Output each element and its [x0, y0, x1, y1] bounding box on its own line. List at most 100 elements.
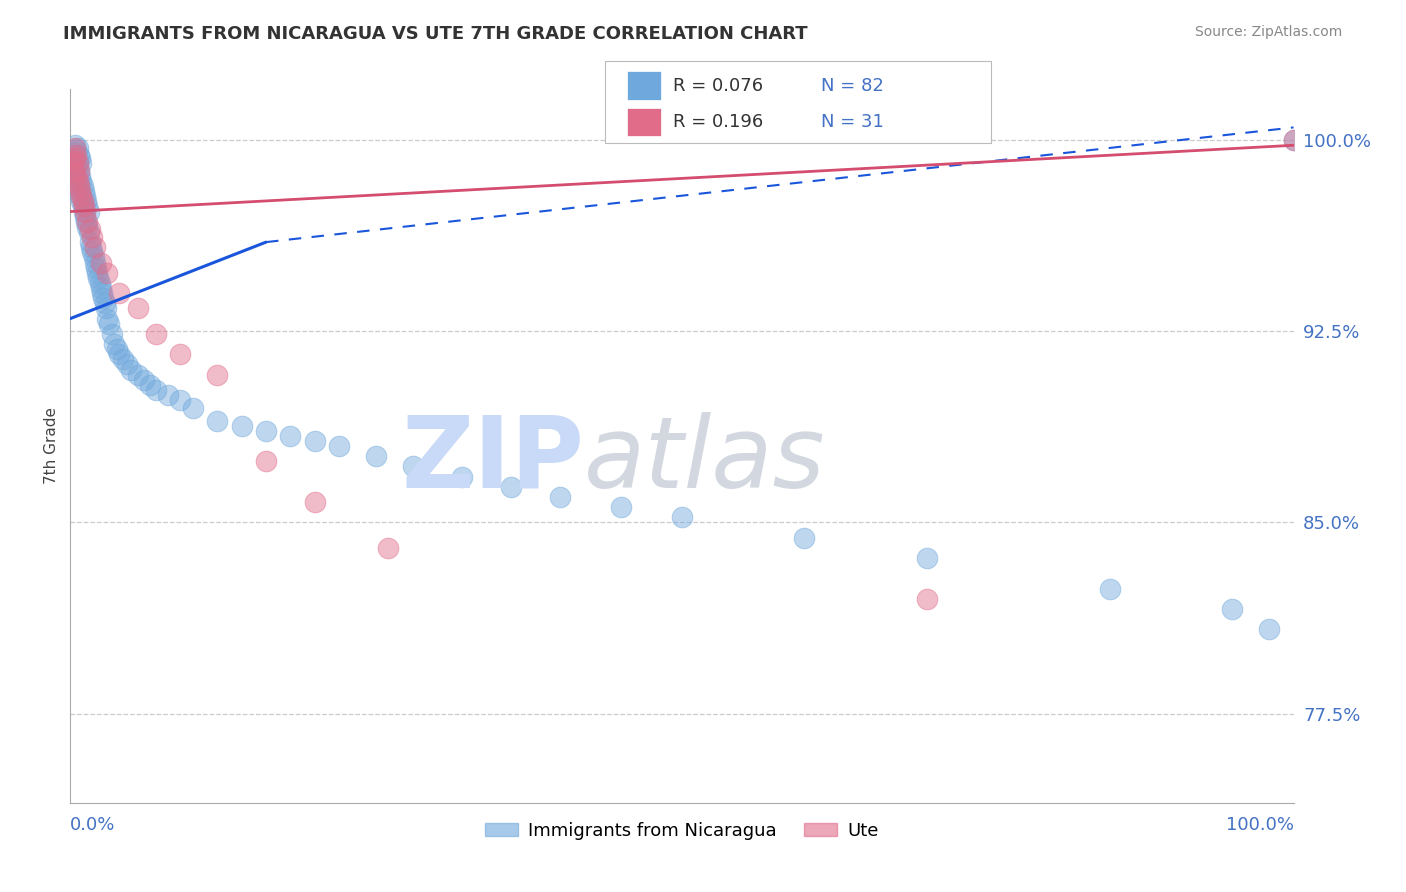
Y-axis label: 7th Grade: 7th Grade — [44, 408, 59, 484]
Point — [83, 251, 105, 265]
Point — [83, 255, 105, 269]
Point — [101, 326, 124, 341]
Point — [66, 156, 89, 170]
Point — [84, 260, 107, 275]
Point — [548, 490, 571, 504]
Point — [70, 194, 93, 209]
Point — [98, 317, 121, 331]
Text: ZIP: ZIP — [401, 412, 583, 508]
Text: Source: ZipAtlas.com: Source: ZipAtlas.com — [1195, 25, 1343, 39]
Point — [87, 270, 110, 285]
Point — [76, 215, 98, 229]
Point — [1282, 133, 1305, 147]
Point — [1099, 582, 1122, 596]
Point — [231, 418, 253, 433]
Text: atlas: atlas — [583, 412, 825, 508]
Point — [63, 145, 86, 160]
Point — [69, 169, 91, 183]
Point — [169, 393, 191, 408]
Point — [75, 194, 97, 209]
Point — [65, 169, 87, 183]
Point — [1258, 623, 1281, 637]
Point — [450, 469, 472, 483]
Point — [91, 291, 114, 305]
Point — [65, 148, 87, 162]
Point — [69, 151, 91, 165]
Point — [145, 326, 167, 341]
Point — [254, 454, 277, 468]
Point — [1220, 602, 1243, 616]
Point — [96, 311, 118, 326]
Point — [67, 163, 90, 178]
Point — [169, 347, 191, 361]
Point — [157, 388, 180, 402]
Point — [90, 281, 112, 295]
Point — [139, 377, 162, 392]
Point — [73, 199, 96, 213]
Point — [499, 480, 522, 494]
Point — [66, 174, 89, 188]
Point — [73, 210, 96, 224]
Point — [82, 230, 104, 244]
Point — [63, 141, 86, 155]
Point — [72, 199, 94, 213]
Legend: Immigrants from Nicaragua, Ute: Immigrants from Nicaragua, Ute — [478, 815, 886, 847]
Point — [366, 449, 388, 463]
Point — [70, 189, 93, 203]
Point — [121, 362, 143, 376]
Point — [145, 383, 167, 397]
Point — [82, 245, 104, 260]
Point — [75, 215, 97, 229]
Point — [69, 189, 91, 203]
Point — [108, 286, 131, 301]
Point — [72, 194, 94, 209]
Point — [205, 368, 228, 382]
Point — [63, 163, 86, 178]
Point — [94, 301, 117, 316]
Point — [205, 413, 228, 427]
Point — [73, 184, 96, 198]
Point — [66, 174, 89, 188]
Point — [77, 204, 100, 219]
Text: N = 82: N = 82 — [821, 77, 884, 95]
Point — [83, 240, 105, 254]
Point — [304, 434, 326, 448]
Point — [63, 171, 86, 186]
Point — [115, 358, 138, 372]
Point — [73, 204, 96, 219]
Text: R = 0.196: R = 0.196 — [673, 113, 763, 131]
Point — [72, 179, 94, 194]
Point — [67, 179, 90, 194]
Point — [377, 541, 399, 555]
Point — [86, 266, 108, 280]
Point — [254, 424, 277, 438]
Point — [132, 373, 155, 387]
Point — [91, 286, 114, 301]
Point — [103, 337, 125, 351]
Point — [181, 401, 204, 415]
Text: 100.0%: 100.0% — [1226, 815, 1294, 833]
Point — [63, 163, 86, 178]
Point — [62, 153, 84, 168]
Point — [67, 148, 90, 162]
Text: 0.0%: 0.0% — [70, 815, 115, 833]
Point — [280, 429, 302, 443]
Point — [70, 156, 93, 170]
Point — [73, 189, 96, 203]
Point — [66, 141, 89, 155]
Point — [105, 342, 128, 356]
Point — [610, 500, 633, 515]
Point — [80, 240, 103, 254]
Point — [915, 551, 938, 566]
Point — [89, 276, 111, 290]
Point — [63, 151, 86, 165]
Point — [76, 219, 98, 234]
Point — [65, 159, 87, 173]
Point — [65, 144, 87, 158]
Point — [63, 138, 86, 153]
Point — [671, 510, 693, 524]
Point — [96, 266, 118, 280]
Point — [73, 204, 96, 219]
Point — [402, 459, 425, 474]
Point — [127, 301, 149, 316]
